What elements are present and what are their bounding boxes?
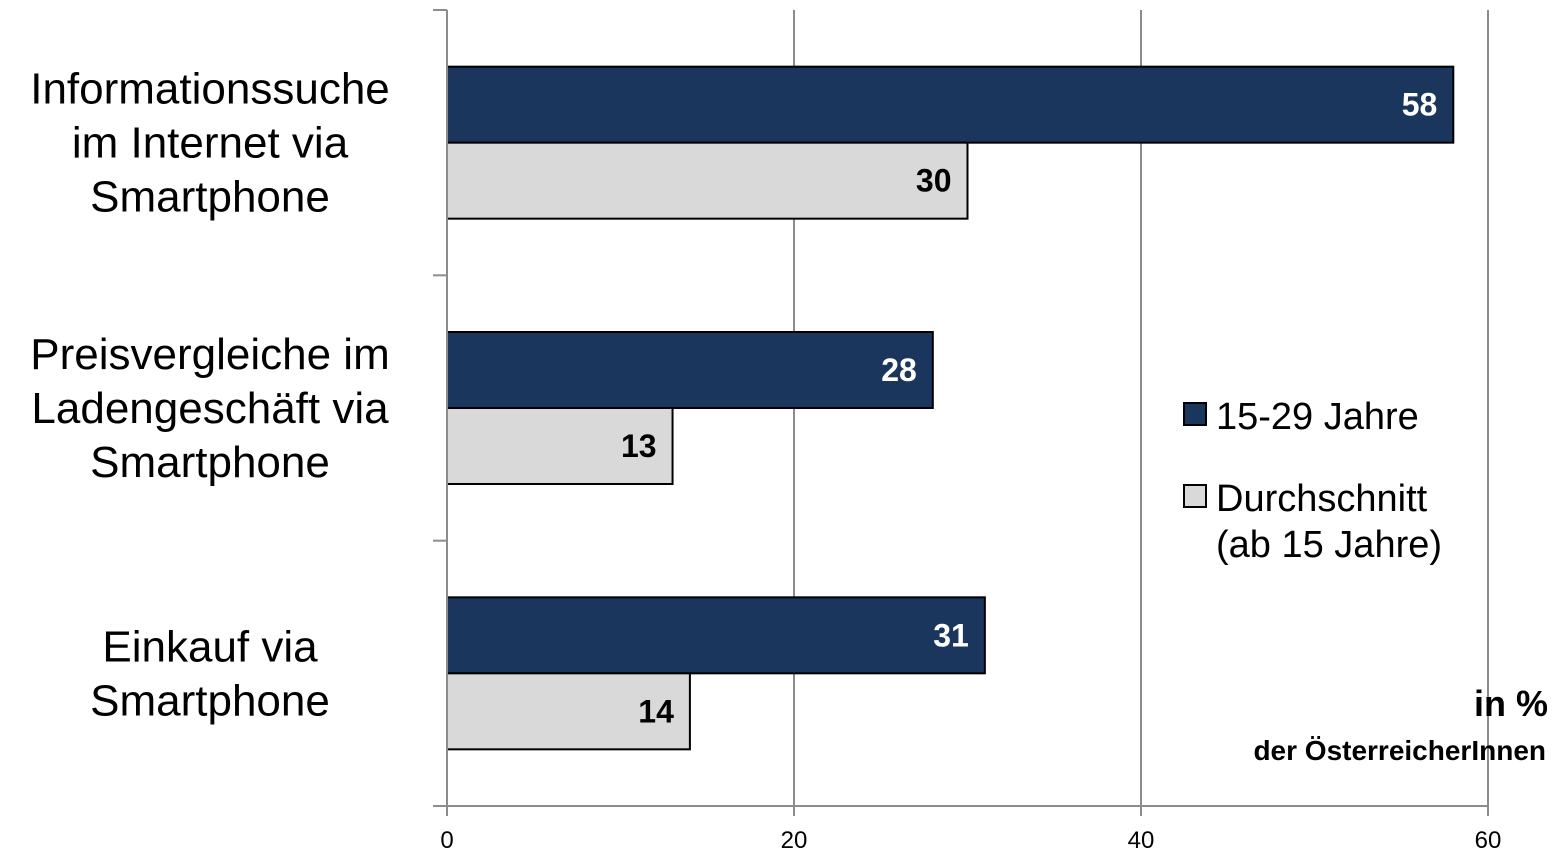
unit-label-line: in %	[1474, 683, 1548, 724]
data-label: 13	[621, 428, 657, 464]
bar	[446, 331, 934, 409]
data-label: 31	[933, 617, 969, 653]
unit-label: in % der ÖsterreicherInnen	[1253, 683, 1548, 766]
category-label: Informationssuche im Internet via Smartpho…	[30, 65, 390, 222]
bar	[446, 407, 674, 485]
category-label-line: Smartphone	[90, 676, 330, 725]
category-label-line: Einkauf via	[102, 622, 318, 671]
data-label: 30	[916, 163, 952, 199]
category-labels: Informationssuche im Internet via Smartpho…	[30, 65, 390, 726]
bar	[446, 672, 691, 751]
category-label-line: Ladengeschäft via	[31, 384, 389, 433]
data-label: 28	[881, 352, 917, 388]
category-label-line: Smartphone	[90, 438, 330, 487]
legend-label-line: 15-29 Jahre	[1216, 396, 1419, 438]
legend-swatch	[1183, 484, 1207, 508]
x-tick-label: 0	[440, 827, 453, 854]
category-label-line: Informationssuche	[30, 65, 390, 114]
category-label-line: im Internet via	[72, 119, 349, 168]
legend: 15-29 Jahre Durchschnitt (ab 15 Jahre)	[1183, 396, 1442, 566]
legend-label-line: Durchschnitt	[1216, 478, 1428, 520]
data-label: 58	[1402, 87, 1438, 123]
category-label: Preisvergleiche im Ladengeschäft via Smart…	[30, 330, 389, 487]
legend-label: Durchschnitt (ab 15 Jahre)	[1216, 478, 1442, 566]
legend-label-line: (ab 15 Jahre)	[1216, 524, 1442, 566]
legend-label: 15-29 Jahre	[1216, 396, 1419, 438]
legend-swatch	[1183, 402, 1207, 426]
bar	[446, 141, 969, 220]
bars: 58 30 28 13 31 14	[446, 65, 1455, 751]
bar	[446, 65, 1455, 144]
x-tick-label: 60	[1475, 827, 1502, 854]
data-label: 14	[638, 693, 674, 729]
bar	[446, 596, 986, 675]
axes: 0 20 40 60	[433, 9, 1502, 854]
category-label-line: Smartphone	[90, 173, 330, 222]
x-tick-label: 40	[1128, 827, 1155, 854]
x-tick-label: 20	[781, 827, 808, 854]
category-label: Einkauf via Smartphone	[90, 622, 330, 725]
category-label-line: Preisvergleiche im	[30, 330, 389, 379]
unit-label-line: der ÖsterreicherInnen	[1253, 735, 1546, 766]
